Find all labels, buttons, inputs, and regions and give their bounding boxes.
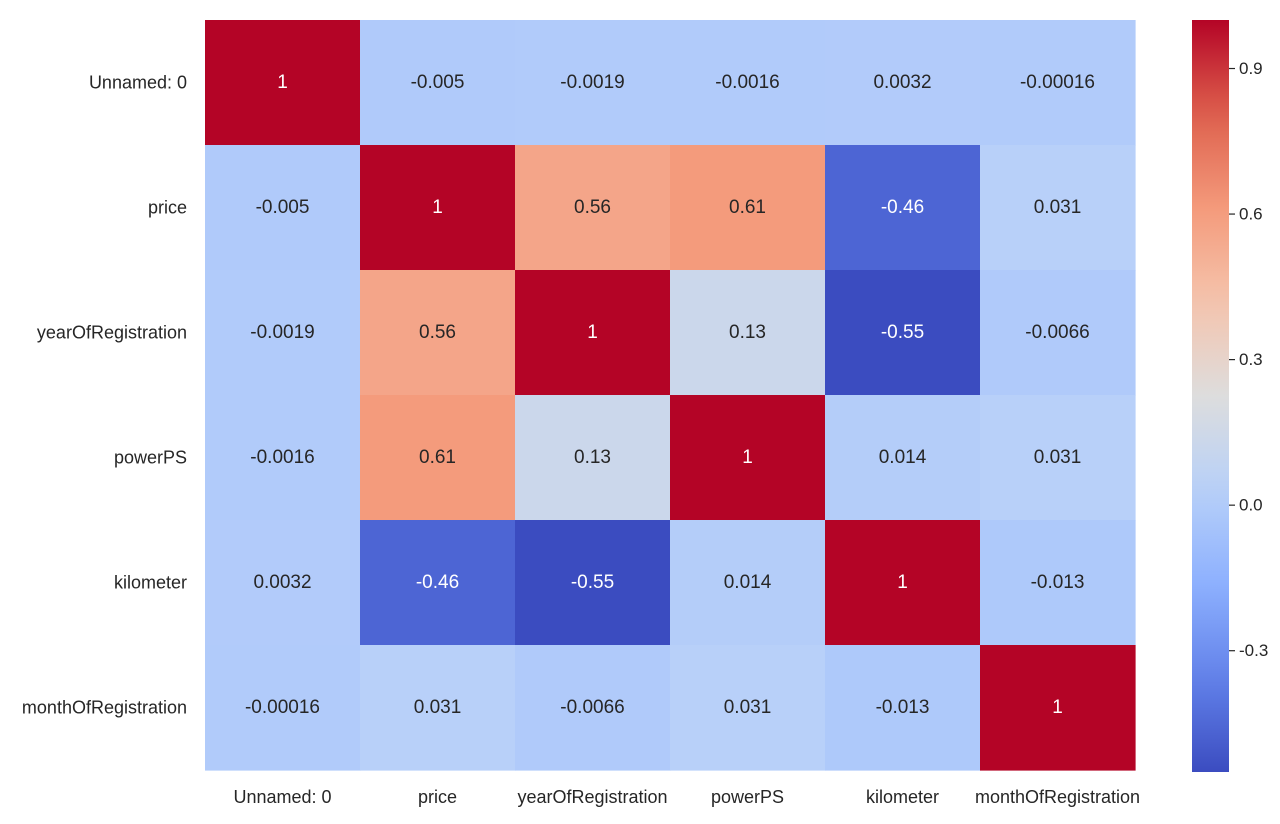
heatmap-cell-label: 1 [587,322,598,343]
heatmap-cell [205,520,361,646]
heatmap-cell [980,645,1136,771]
heatmap-cell-label: -0.005 [256,197,310,218]
row-tick-label: monthOfRegistration [22,698,187,718]
colorbar-gradient [1192,20,1229,772]
heatmap-cell-label: -0.55 [881,322,924,343]
row-tick-label: Unnamed: 0 [89,73,187,93]
heatmap-cell [825,645,981,771]
heatmap-cell-label: 1 [277,72,288,93]
column-tick-label: kilometer [866,787,939,807]
heatmap-cell-label: 0.13 [574,447,611,468]
heatmap-cell-label: -0.0016 [715,72,779,93]
colorbar-tick-label: 0.9 [1239,59,1263,78]
heatmap-cell-label: 0.0032 [873,72,931,93]
heatmap-cell-label: -0.00016 [1020,72,1095,93]
heatmap-cell-label: 1 [897,572,908,593]
heatmap-cell-label: 0.0032 [253,572,311,593]
colorbar [1192,20,1229,772]
column-tick-label: yearOfRegistration [517,787,667,807]
heatmap-cell [205,395,361,521]
heatmap-cell [515,20,671,146]
heatmap-cell-label: -0.0019 [250,322,314,343]
heatmap-cell [825,395,981,521]
colorbar-tick-label: -0.3 [1239,641,1268,660]
heatmap-cell [670,395,826,521]
heatmap-cell-label: 1 [432,197,443,218]
colorbar-tick-label: 0.0 [1239,496,1263,515]
heatmap-cell [980,395,1136,521]
heatmap-cell [515,270,671,396]
heatmap-cell-label: -0.005 [411,72,465,93]
column-tick-label: powerPS [711,787,784,807]
heatmap-cell-label: 0.56 [574,197,611,218]
heatmap-cell [825,145,981,271]
heatmap-cell [205,20,361,146]
heatmap-cell [360,145,516,271]
heatmap-cell [670,645,826,771]
heatmap-cell [825,520,981,646]
row-tick-label: powerPS [114,448,187,468]
heatmap-cell [515,145,671,271]
row-labels: Unnamed: 0 price yearOfRegistration powerPS… [22,73,187,718]
heatmap-cell [515,395,671,521]
heatmap-cell-label: 1 [1052,697,1063,718]
heatmap-cell-label: 0.031 [724,697,772,718]
heatmap-cell-label: 0.031 [414,697,462,718]
heatmap-cell-label: 0.014 [724,572,772,593]
heatmap-cell-label: -0.46 [416,572,459,593]
heatmap-cell-label: 0.014 [879,447,927,468]
heatmap-cell [205,645,361,771]
column-tick-label: Unnamed: 0 [233,787,331,807]
heatmap-cell-label: -0.55 [571,572,614,593]
heatmap-cell [670,520,826,646]
heatmap-cell-label: 0.56 [419,322,456,343]
heatmap-cell-label: -0.0066 [560,697,624,718]
heatmap-cell [360,645,516,771]
heatmap-cell [980,520,1136,646]
heatmap-cell-label: -0.013 [1031,572,1085,593]
heatmap-cell-label: -0.00016 [245,697,320,718]
heatmap-cell-label: 0.13 [729,322,766,343]
column-labels: Unnamed: 0 price yearOfRegistration powerPS… [233,787,1140,807]
heatmap-cell [205,145,361,271]
heatmap-cell [980,20,1136,146]
heatmap-cell [360,20,516,146]
heatmap-cell [670,20,826,146]
row-tick-label: yearOfRegistration [37,323,187,343]
heatmap-cell-label: -0.013 [876,697,930,718]
heatmap-cell-label: 0.031 [1034,447,1082,468]
heatmap-cell [980,145,1136,271]
heatmap-cell [670,145,826,271]
heatmap-cell [825,270,981,396]
heatmap-cell-label: 0.61 [419,447,456,468]
heatmap-cell [205,270,361,396]
heatmap-cell [670,270,826,396]
heatmap-cell-label: -0.0016 [250,447,314,468]
heatmap-cells: 1 -0.005 -0.0019 -0.0016 0.0032 -0.00016 -0.00… [205,20,1136,771]
colorbar-ticks: 0.9 0.6 0.3 0.0 -0.3 [1229,59,1268,660]
heatmap-cell-label: 0.031 [1034,197,1082,218]
column-tick-label: monthOfRegistration [975,787,1140,807]
heatmap-cell-label: 1 [742,447,753,468]
heatmap-cell [515,520,671,646]
heatmap-cell-label: -0.0066 [1025,322,1089,343]
heatmap-cell [980,270,1136,396]
row-tick-label: kilometer [114,573,187,593]
heatmap-cell-label: -0.46 [881,197,924,218]
heatmap-cell [360,395,516,521]
row-tick-label: price [148,198,187,218]
colorbar-tick-label: 0.6 [1239,205,1263,224]
heatmap-cell [360,270,516,396]
heatmap-cell [825,20,981,146]
colorbar-tick-label: 0.3 [1239,350,1263,369]
heatmap-cell-label: 0.61 [729,197,766,218]
column-tick-label: price [418,787,457,807]
heatmap-cell [515,645,671,771]
heatmap-cell-label: -0.0019 [560,72,624,93]
heatmap-cell [360,520,516,646]
